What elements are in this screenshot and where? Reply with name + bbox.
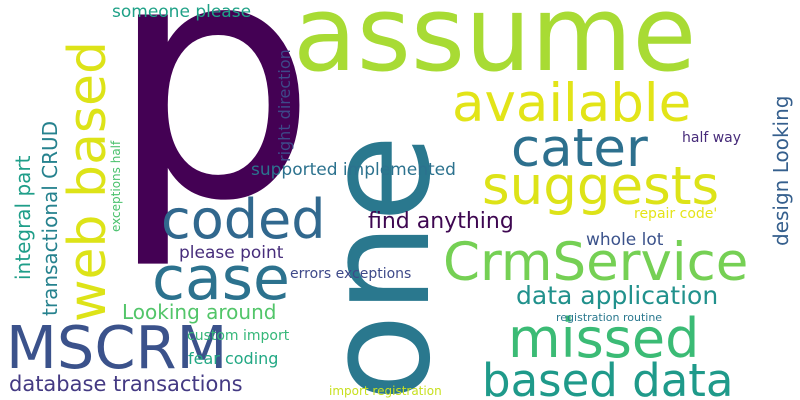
word-database-transactions: database transactions bbox=[9, 372, 243, 396]
word-someone-please: someone please bbox=[112, 2, 252, 22]
word-mscrm: MSCRM bbox=[6, 313, 228, 382]
word-half-way: half way bbox=[682, 130, 742, 146]
word-find-anything: find anything bbox=[368, 209, 514, 234]
word-transactional-crud: transactional CRUD bbox=[38, 120, 62, 316]
word-design-looking: design Looking bbox=[769, 95, 793, 246]
word-supported-implemented: supported implemented bbox=[251, 160, 456, 180]
word-import-registration: import registration bbox=[329, 384, 442, 398]
word-missed: missed bbox=[508, 307, 700, 370]
word-integral-part: integral part bbox=[11, 155, 35, 280]
word-data-application: data application bbox=[516, 281, 719, 310]
word-case: case bbox=[152, 244, 290, 314]
word-errors-exceptions: errors exceptions bbox=[290, 266, 412, 282]
word-cater: cater bbox=[511, 118, 648, 179]
word-based-data: based data bbox=[482, 354, 734, 400]
word-assume: assume bbox=[293, 0, 697, 95]
word-web-based: web based bbox=[58, 40, 118, 322]
word-crmservice: CrmService bbox=[443, 232, 749, 293]
word-looking-around: Looking around bbox=[122, 300, 277, 324]
word-whole-lot: whole lot bbox=[586, 230, 664, 250]
word-repair-code: repair code' bbox=[634, 206, 718, 222]
word-fear-coding: fear coding bbox=[188, 349, 279, 368]
word-please-point: please point bbox=[179, 243, 284, 263]
word-p: p bbox=[108, 0, 318, 273]
word-right-direction: right direction bbox=[275, 49, 294, 162]
word-suggests: suggests bbox=[482, 156, 720, 217]
word-available: available bbox=[452, 73, 692, 134]
word-custom-import: custom import bbox=[187, 328, 290, 344]
word-exceptions-half: exceptions half bbox=[109, 140, 123, 232]
word-registration-routine: registration routine bbox=[556, 311, 663, 324]
word-coded: coded bbox=[161, 188, 326, 251]
